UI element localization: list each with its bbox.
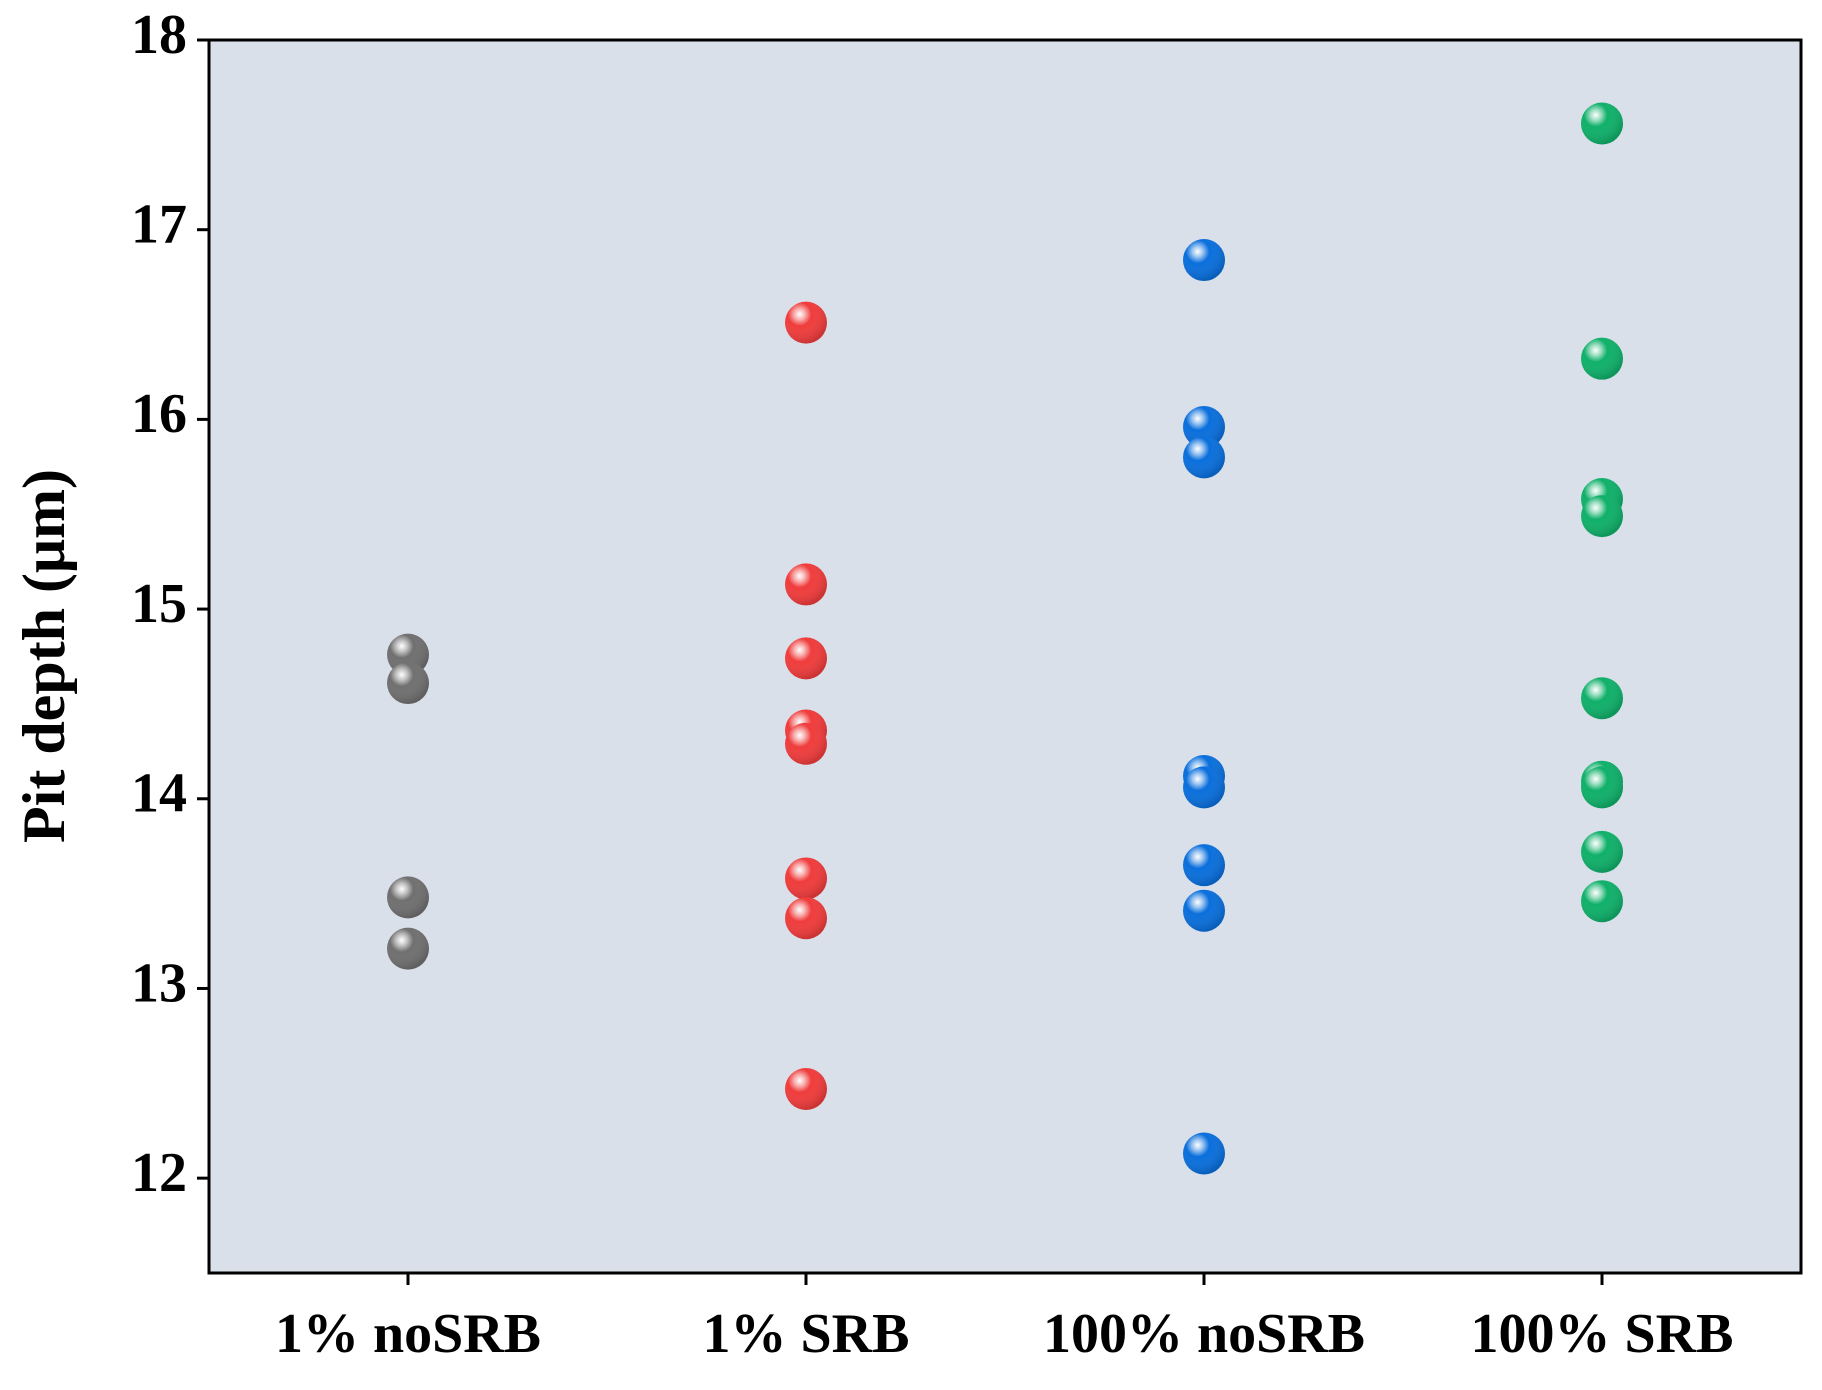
point xyxy=(785,857,827,900)
point xyxy=(1581,880,1623,923)
y-tick-label: 15 xyxy=(131,573,187,635)
point xyxy=(1581,880,1623,923)
point xyxy=(1581,495,1623,538)
x-tick-label: 1% SRB xyxy=(703,1303,910,1365)
point xyxy=(1183,844,1225,887)
point xyxy=(1581,830,1623,873)
point xyxy=(785,637,827,680)
point xyxy=(1183,436,1225,479)
point xyxy=(1183,239,1225,282)
plot-area xyxy=(209,40,1801,1273)
point xyxy=(387,927,429,970)
point xyxy=(1581,677,1623,720)
point xyxy=(1581,766,1623,809)
point xyxy=(1581,766,1623,809)
point xyxy=(1581,337,1623,380)
plot-frame xyxy=(207,38,1803,1275)
point xyxy=(387,876,429,919)
point xyxy=(1581,495,1623,538)
x-tick-label: 100% SRB xyxy=(1471,1303,1734,1365)
point xyxy=(785,897,827,940)
point xyxy=(1183,889,1225,932)
point xyxy=(1581,102,1623,145)
point xyxy=(1183,1132,1225,1175)
point xyxy=(387,662,429,705)
x-tick-label: 1% noSRB xyxy=(275,1303,541,1365)
point xyxy=(785,722,827,765)
point xyxy=(785,1067,827,1110)
point xyxy=(1581,102,1623,145)
point xyxy=(785,301,827,344)
point xyxy=(1183,844,1225,887)
point xyxy=(785,563,827,606)
y-tick-label: 12 xyxy=(131,1142,187,1204)
point xyxy=(1183,889,1225,932)
point xyxy=(785,637,827,680)
point xyxy=(785,563,827,606)
point xyxy=(1183,766,1225,809)
x-tick-label: 100% noSRB xyxy=(1043,1303,1365,1365)
point xyxy=(387,927,429,970)
point xyxy=(785,857,827,900)
point xyxy=(785,722,827,765)
y-axis-label: Pit depth (μm) xyxy=(11,469,77,843)
point xyxy=(785,301,827,344)
point xyxy=(1183,436,1225,479)
point xyxy=(1183,239,1225,282)
y-tick-label: 16 xyxy=(131,383,187,445)
y-tick-label: 14 xyxy=(131,763,187,825)
point xyxy=(1183,766,1225,809)
point xyxy=(785,897,827,940)
point xyxy=(1183,1132,1225,1175)
y-tick-label: 17 xyxy=(131,194,187,256)
point xyxy=(387,662,429,705)
point xyxy=(1581,677,1623,720)
point xyxy=(387,876,429,919)
point xyxy=(1581,830,1623,873)
y-tick-label: 18 xyxy=(131,4,187,66)
y-tick-label: 13 xyxy=(131,952,187,1014)
point xyxy=(785,1067,827,1110)
point xyxy=(1581,337,1623,380)
